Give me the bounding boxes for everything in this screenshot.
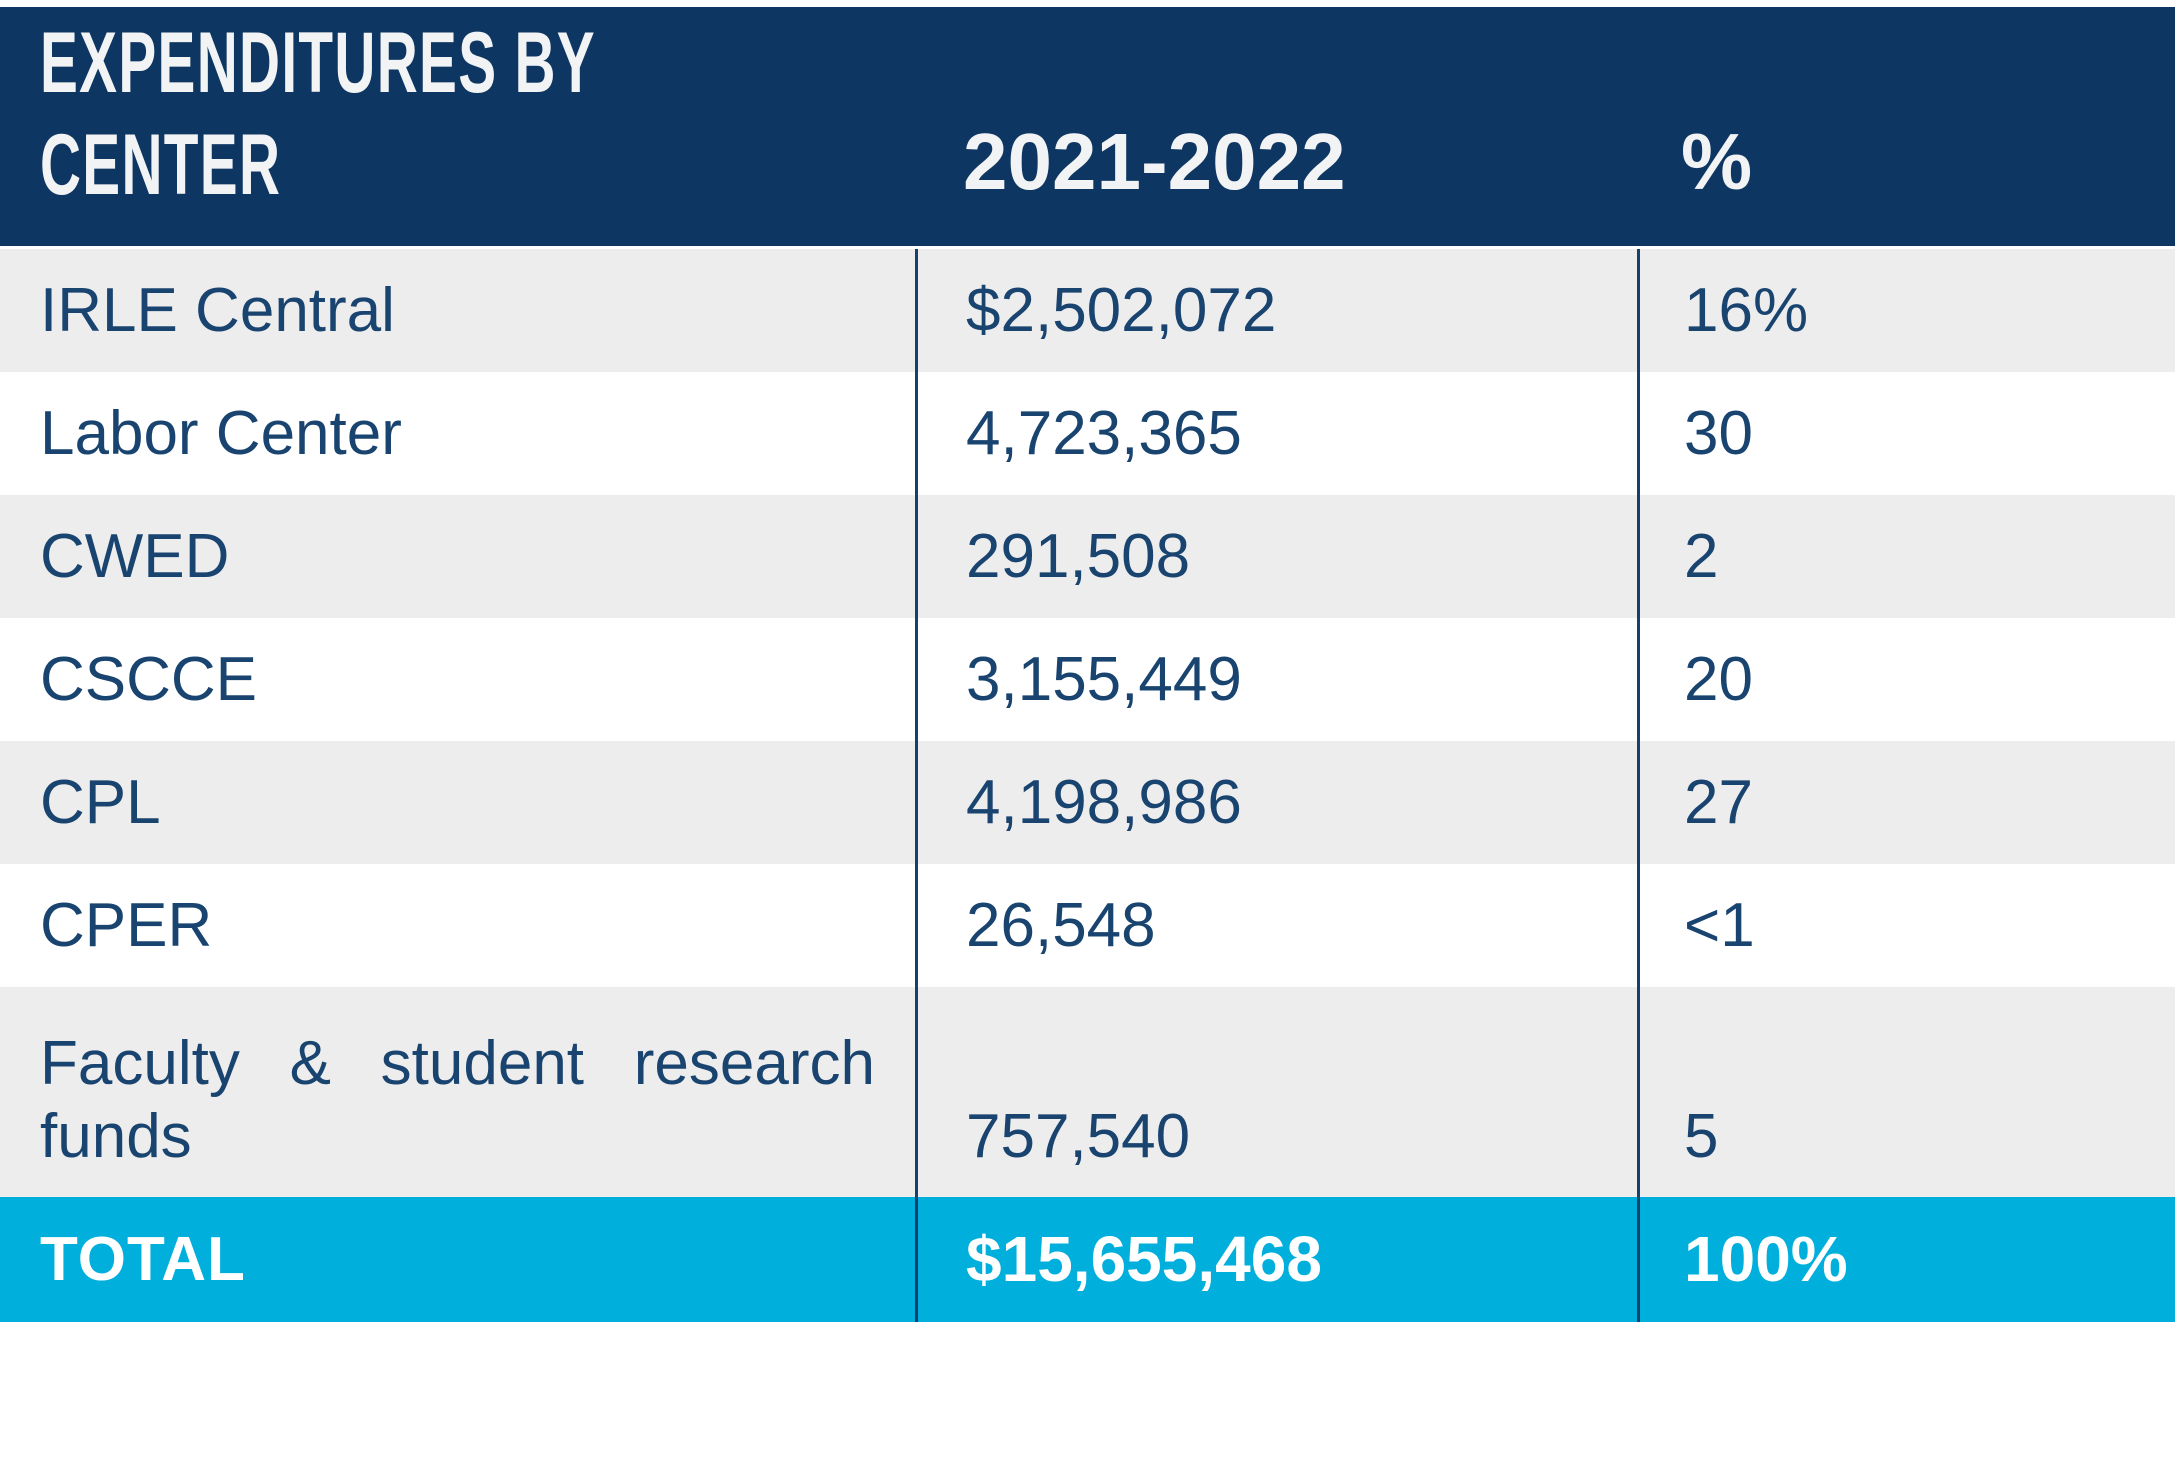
total-label-cell: TOTAL [0,1197,915,1322]
row-label: Faculty & student research funds [40,1028,875,1171]
header-percent-cell: % [1637,122,2175,246]
total-row: TOTAL $15,655,468 100% [0,1197,2175,1322]
table-row: CPL 4,198,986 27 [0,741,2175,864]
row-percent: 2 [1684,521,1719,591]
row-label-cell: Faculty & student research funds [0,987,915,1197]
row-amount-cell: 3,155,449 [915,618,1637,741]
row-percent-cell: 20 [1637,618,2175,741]
row-percent: 16% [1684,275,1809,345]
header-year-cell: 2021-2022 [915,122,1637,246]
table-row: CWED 291,508 2 [0,495,2175,618]
table-row: IRLE Central $2,502,072 16% [0,249,2175,372]
row-label-cell: CPER [0,864,915,987]
row-percent: 20 [1684,644,1753,714]
row-label-cell: CSCCE [0,618,915,741]
total-percent-cell: 100% [1637,1197,2175,1322]
row-label: CSCCE [40,644,258,714]
expenditures-table: EXPENDITURES BY CENTER 2021-2022 % IRLE … [0,7,2175,1322]
table-title: EXPENDITURES BY CENTER [40,13,618,216]
table-row: CPER 26,548 <1 [0,864,2175,987]
row-label: CPL [40,767,161,837]
row-label: Labor Center [40,398,402,468]
row-percent-cell: 5 [1637,987,2175,1197]
row-amount: 757,540 [966,1101,1191,1171]
table-row: CSCCE 3,155,449 20 [0,618,2175,741]
table-title-line-2: CENTER [40,116,282,213]
table-row: Faculty & student research funds 757,540… [0,987,2175,1197]
total-label: TOTAL [40,1224,246,1294]
total-amount: $15,655,468 [966,1222,1322,1295]
row-percent: 27 [1684,767,1753,837]
row-percent-cell: 16% [1637,249,2175,372]
row-amount: 3,155,449 [966,644,1242,714]
total-percent: 100% [1684,1222,1848,1295]
row-label-cell: CWED [0,495,915,618]
row-percent: 5 [1684,1101,1719,1171]
table-row: Labor Center 4,723,365 30 [0,372,2175,495]
row-amount-cell: $2,502,072 [915,249,1637,372]
table-title-line-1: EXPENDITURES BY [40,15,596,112]
row-amount-cell: 291,508 [915,495,1637,618]
row-amount: 26,548 [966,890,1156,960]
header-title-cell: EXPENDITURES BY CENTER [0,13,915,246]
row-label: IRLE Central [40,275,395,345]
row-amount: 291,508 [966,521,1191,591]
row-amount-cell: 4,198,986 [915,741,1637,864]
row-label-cell: CPL [0,741,915,864]
row-amount: 4,198,986 [966,767,1242,837]
row-amount-cell: 757,540 [915,987,1637,1197]
row-percent: <1 [1684,890,1755,960]
row-label-cell: IRLE Central [0,249,915,372]
row-percent-cell: 27 [1637,741,2175,864]
row-amount-cell: 26,548 [915,864,1637,987]
row-percent-cell: 30 [1637,372,2175,495]
column-header-percent: % [1681,117,1753,206]
row-label-cell: Labor Center [0,372,915,495]
row-amount: $2,502,072 [966,275,1277,345]
row-amount-cell: 4,723,365 [915,372,1637,495]
row-percent-cell: <1 [1637,864,2175,987]
column-header-year: 2021-2022 [963,117,1346,206]
row-percent-cell: 2 [1637,495,2175,618]
total-amount-cell: $15,655,468 [915,1197,1637,1322]
row-percent: 30 [1684,398,1753,468]
row-amount: 4,723,365 [966,398,1242,468]
row-label: CWED [40,521,230,591]
row-label: CPER [40,890,213,960]
table-header: EXPENDITURES BY CENTER 2021-2022 % [0,7,2175,246]
